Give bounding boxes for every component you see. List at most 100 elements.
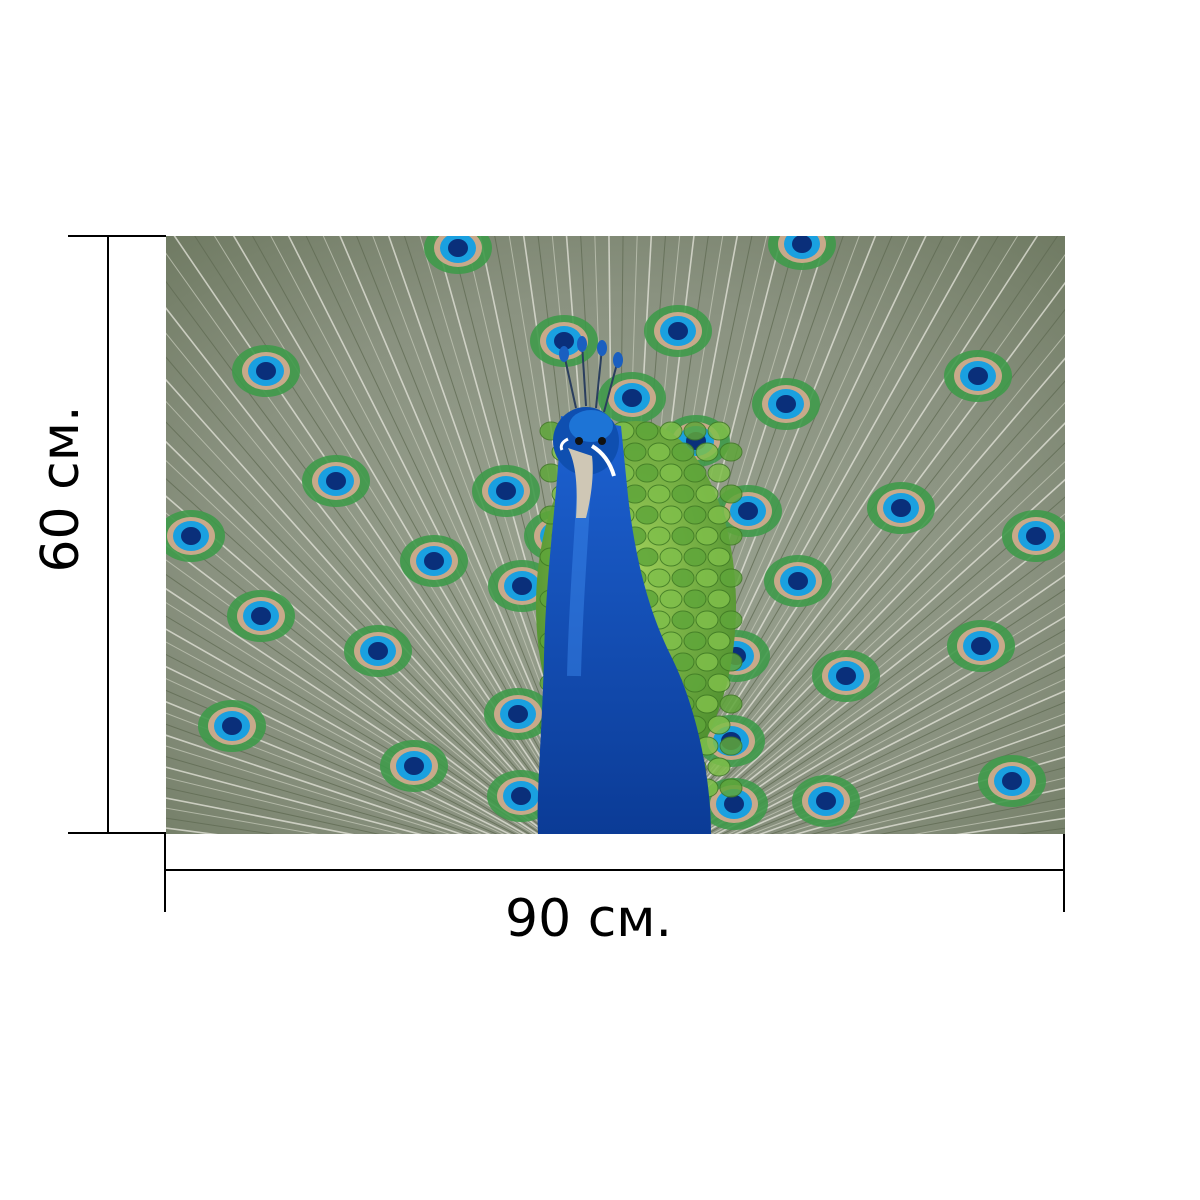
breast-scale	[707, 421, 731, 441]
breast-scale	[719, 778, 743, 798]
breast-scale	[683, 673, 707, 693]
feather-shaft	[166, 512, 555, 834]
width-dimension-line	[164, 869, 1065, 871]
feather-eyespot	[400, 535, 468, 587]
peacock-head	[553, 336, 623, 518]
feather-shaft	[672, 478, 1065, 834]
feather-eyespot	[488, 560, 556, 612]
feather-shaft	[166, 356, 573, 834]
feather-eyespot	[472, 465, 540, 517]
breast-scale	[683, 463, 707, 483]
feather-eyespot	[978, 755, 1046, 807]
breast-scale	[635, 505, 659, 525]
feather-shaft	[166, 460, 562, 834]
feather-shaft	[166, 332, 575, 834]
breast-scale	[695, 694, 719, 714]
feather-eyespot	[764, 555, 832, 607]
feather-shaft	[166, 653, 516, 834]
height-bottom-tick	[68, 832, 166, 834]
feather-eyespot	[768, 236, 836, 270]
feather-eyespot	[424, 236, 492, 274]
breast-scale	[719, 526, 743, 546]
feather-eyespot	[166, 510, 225, 562]
breast-scale	[671, 526, 695, 546]
feather-shaft	[270, 236, 589, 834]
breast-scale	[659, 589, 683, 609]
feather-eyespot	[644, 305, 712, 357]
breast-scale	[719, 484, 743, 504]
feather-eyespot	[1002, 510, 1065, 562]
feather-eyespot	[232, 345, 300, 397]
feather-shaft	[166, 574, 542, 834]
breast-scale	[707, 463, 731, 483]
peacock-body	[537, 416, 711, 834]
feather-shaft	[166, 378, 571, 834]
feather-shaft	[166, 641, 522, 834]
feather-shaft	[166, 628, 527, 834]
breast-scale	[659, 421, 683, 441]
breast-scale	[659, 505, 683, 525]
breast-scale	[623, 442, 647, 462]
feather-eyespot	[484, 688, 552, 740]
breast-scale	[695, 610, 719, 630]
breast-scale	[719, 652, 743, 672]
feather-eyespot	[752, 378, 820, 430]
height-dimension-line	[107, 235, 109, 834]
feather-shaft	[166, 701, 491, 834]
breast-scale	[695, 568, 719, 588]
breast-scale	[695, 484, 719, 504]
feather-shaft	[166, 587, 539, 834]
feather-eyespot	[198, 700, 266, 752]
breast-scale	[719, 610, 743, 630]
breast-scale	[683, 631, 707, 651]
breast-scale	[695, 442, 719, 462]
feather-shaft	[166, 421, 567, 834]
feather-shaft	[166, 400, 569, 834]
feather-shaft	[758, 723, 1065, 834]
breast-scale	[635, 421, 659, 441]
breast-scale	[683, 547, 707, 567]
breast-scale	[719, 442, 743, 462]
breast-scale	[659, 547, 683, 567]
breast-scale	[671, 610, 695, 630]
feather-shaft	[166, 543, 549, 834]
feather-shaft	[769, 735, 1065, 834]
feather-shaft	[741, 701, 1065, 834]
feather-shaft	[727, 678, 1065, 834]
breast-scale	[707, 505, 731, 525]
breast-scale	[683, 505, 707, 525]
breast-scale	[635, 547, 659, 567]
feather-shaft	[166, 723, 473, 834]
feather-shaft	[166, 478, 560, 834]
feather-shaft	[166, 602, 535, 834]
breast-scale	[707, 673, 731, 693]
feather-eyespot	[944, 350, 1012, 402]
feather-shaft	[166, 734, 464, 834]
breast-scale	[647, 526, 671, 546]
breast-scale	[719, 694, 743, 714]
feather-eyespot	[380, 740, 448, 792]
feather-eyespot	[867, 482, 935, 534]
feather-eyespot	[947, 620, 1015, 672]
breast-scale	[671, 484, 695, 504]
breast-scale	[719, 736, 743, 756]
peacock-photo	[166, 236, 1065, 834]
width-left-tick	[164, 834, 166, 912]
feather-shaft	[675, 496, 1065, 834]
breast-scale	[647, 442, 671, 462]
feather-shaft	[166, 615, 531, 834]
feather-eyespot	[792, 775, 860, 827]
height-top-tick	[68, 235, 166, 237]
height-label: 60 см.	[31, 405, 91, 573]
breast-scale	[707, 631, 731, 651]
breast-scale	[635, 463, 659, 483]
breast-scale	[683, 421, 707, 441]
breast-scale	[695, 652, 719, 672]
breast-scale	[671, 568, 695, 588]
breast-scale	[659, 463, 683, 483]
feather-eyespot	[302, 455, 370, 507]
feather-shaft	[251, 236, 588, 834]
width-label: 90 см.	[505, 889, 673, 949]
breast-scale	[707, 589, 731, 609]
